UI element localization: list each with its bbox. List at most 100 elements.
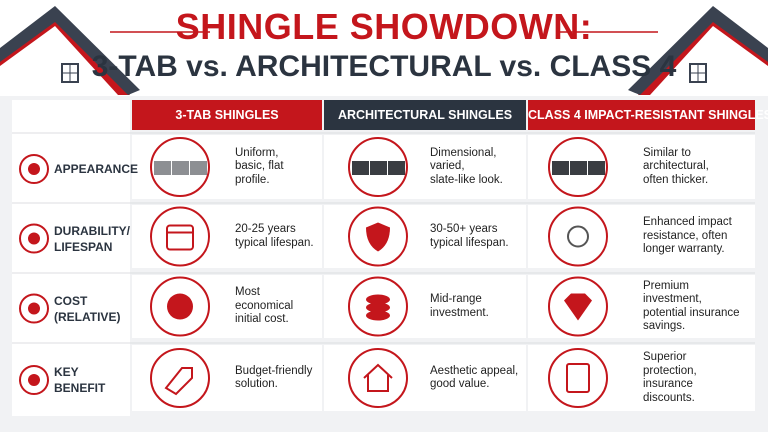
cell-line: longer warranty.	[643, 243, 725, 256]
cell-line: 20-25 years	[235, 223, 296, 235]
cell-icon	[548, 137, 608, 197]
cell-line: resistance, often	[643, 229, 728, 242]
cell-text: Dimensional, varied, slate-like look.	[430, 147, 503, 188]
coin-stack	[366, 302, 390, 313]
column-header-text: ARCHITECTURAL SHINGLES	[337, 108, 513, 122]
row-icon-dot	[28, 232, 40, 245]
cell-icon	[548, 348, 608, 408]
cell-line: insurance	[643, 378, 693, 390]
cell-text: Enhanced impact resistance, often longer w…	[643, 216, 732, 257]
cell-text: Similar to architectural, often thicker.	[643, 147, 709, 188]
cell-icon	[348, 206, 408, 267]
cell-line: 30-50+ years	[430, 223, 498, 235]
shingle	[388, 161, 405, 175]
cell-line: economical	[235, 299, 294, 312]
row-label-line: APPEARANCE	[54, 162, 139, 176]
cell-line: Premium	[643, 279, 690, 292]
row-label: KEY BENEFIT	[54, 364, 105, 396]
icon-ring	[348, 348, 408, 408]
shingle	[570, 161, 587, 175]
gem	[564, 293, 592, 321]
cell-line: savings.	[643, 320, 686, 332]
row-label: COST (RELATIVE)	[54, 293, 120, 325]
icon-ring	[150, 206, 210, 267]
cell-line: solution.	[235, 378, 278, 390]
row-icon-dot	[28, 163, 40, 175]
row-icon	[19, 154, 49, 184]
shingle	[154, 161, 171, 175]
cell-text: 30-50+ years typical lifespan.	[430, 223, 509, 250]
tag	[164, 367, 193, 396]
cell-line: Superior	[643, 351, 687, 363]
column-header	[324, 100, 526, 130]
row-icon-dot	[28, 374, 40, 386]
cell-line: often thicker.	[643, 173, 709, 186]
cell-line: Most	[235, 286, 260, 299]
row-label: DURABILITY/LIFESPAN	[54, 223, 130, 255]
row-icon	[19, 365, 49, 395]
column-header-text: 3-TAB SHINGLES	[175, 108, 279, 122]
shingle	[172, 161, 189, 175]
row-label-line: BENEFIT	[54, 381, 106, 395]
row-icon	[19, 223, 49, 254]
coin-stack	[366, 294, 390, 305]
cell-icon	[348, 276, 408, 337]
cell-line: Enhanced impact	[643, 216, 732, 229]
cell-icon	[548, 276, 608, 337]
cell-line: Dimensional,	[430, 146, 497, 159]
cell-icon	[150, 206, 210, 267]
shingle	[370, 161, 387, 175]
cell-icon	[548, 206, 608, 267]
cell-line: typical lifespan.	[235, 236, 314, 249]
row-label-line: COST	[54, 293, 88, 308]
column-header-text: CLASS 4 IMPACT-RESISTANT SHINGLES	[528, 108, 768, 122]
cell-line: potential insurance	[643, 306, 740, 319]
calendar	[166, 224, 194, 251]
cell-line: basic, flat	[235, 160, 284, 173]
cell-line: typical lifespan.	[430, 236, 509, 249]
cell-icon	[150, 348, 210, 408]
house	[363, 363, 393, 392]
cell-text: Budget-friendly solution.	[235, 365, 312, 392]
cell-line: architectural,	[643, 160, 709, 173]
shingle	[190, 161, 207, 175]
cell-line: good value.	[430, 378, 490, 390]
cell-line: slate-like look.	[430, 173, 503, 186]
shield	[366, 222, 390, 252]
shingle	[352, 161, 369, 175]
cell-text: Uniform, basic, flat profile.	[235, 147, 284, 188]
row-label-line: DURABILITY/	[54, 223, 130, 238]
cell-icon	[150, 137, 210, 197]
house-right	[628, 6, 768, 95]
cell-icon	[150, 276, 210, 337]
shingle	[588, 161, 605, 175]
cell-line: Aesthetic appeal,	[430, 364, 519, 377]
row-icon	[19, 293, 49, 324]
row-label-line: (RELATIVE)	[54, 309, 121, 324]
cell-text: Premium investment, potential insurance sav…	[643, 280, 740, 334]
icon-ring	[548, 348, 608, 408]
house-left	[0, 6, 140, 95]
cell-text: Superior protection, insurance discounts.	[643, 351, 697, 405]
icon-ring	[150, 348, 210, 408]
column-header	[528, 100, 755, 130]
row-label-line: KEY	[54, 365, 79, 379]
column-header	[132, 100, 322, 130]
row-icon-dot	[28, 302, 40, 315]
document	[566, 363, 590, 393]
cell-line: investment.	[430, 306, 489, 319]
cell-text: Mid-range investment.	[430, 293, 489, 320]
cell-line: initial cost.	[235, 313, 289, 326]
label-column	[12, 100, 130, 416]
cell-line: Budget-friendly	[235, 364, 313, 377]
coin-stack	[366, 310, 390, 321]
cell-line: Mid-range	[430, 293, 482, 305]
hail-ball	[567, 225, 589, 248]
cell-line: investment,	[643, 293, 702, 305]
cell-line: Similar to	[643, 146, 691, 159]
cell-line: discounts.	[643, 391, 695, 404]
coin	[167, 293, 193, 320]
row-label: APPEARANCE	[54, 161, 138, 177]
